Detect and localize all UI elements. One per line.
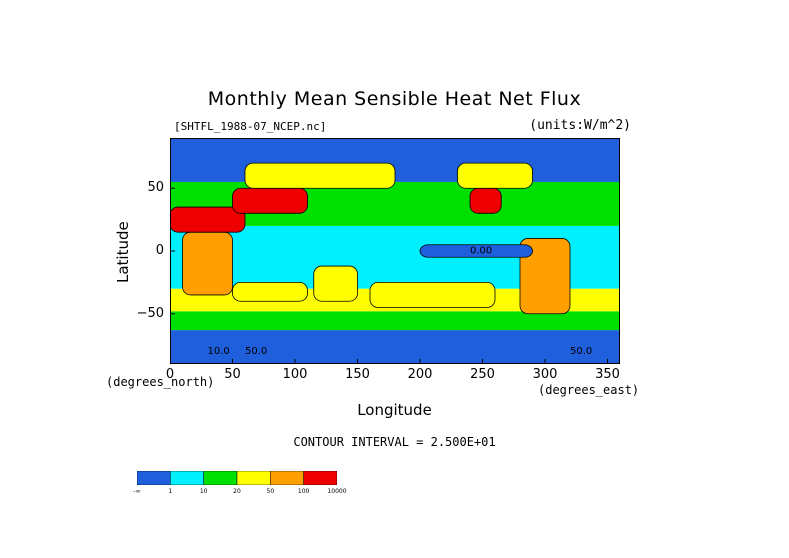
region-south-ocean-band [170,311,620,331]
region-africa [182,231,233,296]
colorbar-swatch [303,471,337,485]
x-tick-label: 200 [407,367,433,382]
region-east-pacific-cold [419,244,533,258]
region-polar-south [170,330,620,364]
x-tick-label: 350 [595,367,620,382]
x-tick-label: 250 [470,367,495,382]
colorbar [137,471,337,485]
x-tick-label: 150 [345,367,370,382]
y-tick-label: −50 [136,305,164,321]
x-tick-label: 100 [282,367,308,382]
y-tick-label: 50 [147,180,164,196]
heatmap-plot: 0.00 10.0 50.0 50.0 [170,138,620,364]
region-indian-warm [232,281,308,302]
x-tick-label: 0 [165,367,175,382]
file-label: [SHTFL_1988-07_NCEP.nc] [174,120,327,133]
region-siberia [244,162,396,189]
region-australia [313,265,358,302]
colorbar-level-label: 100 [297,488,310,495]
contour-annotation: 50.0 [245,346,267,357]
colorbar-swatch [137,471,171,485]
colorbar-level-label: 10 [199,488,208,495]
contour-annotation: 50.0 [570,346,592,357]
colorbar-swatch [170,471,204,485]
units-label: (units:W/m^2) [529,118,631,133]
region-sahara-arabia [170,206,246,233]
contour-annotation: 0.00 [470,246,492,257]
y-unit-note: (degrees_north) [106,375,215,389]
colorbar-level-label: 10000 [327,488,347,495]
region-central-asia [232,187,308,214]
x-unit-note: (degrees_east) [538,383,640,397]
x-tick-label: 300 [532,367,558,382]
region-south-america [519,238,571,315]
contour-interval: CONTOUR INTERVAL = 2.500E+01 [293,435,496,449]
colorbar-swatch [270,471,304,485]
x-axis-label: Longitude [357,401,432,419]
colorbar-level-label: 50 [266,488,275,495]
colorbar-swatch [236,471,271,485]
chart-title: Monthly Mean Sensible Heat Net Flux [207,88,582,110]
y-tick-label: 0 [155,243,164,258]
colorbar-swatch [203,471,238,485]
colorbar-level-label: -∞ [133,488,141,495]
region-north-america [457,162,533,189]
colorbar-level-label: 1 [168,488,173,495]
region-pacific-warm [369,281,496,308]
region-north-america-west [469,187,502,214]
colorbar-level-label: 20 [233,488,241,495]
x-tick-label: 50 [224,367,241,382]
contour-annotation: 10.0 [208,346,230,357]
